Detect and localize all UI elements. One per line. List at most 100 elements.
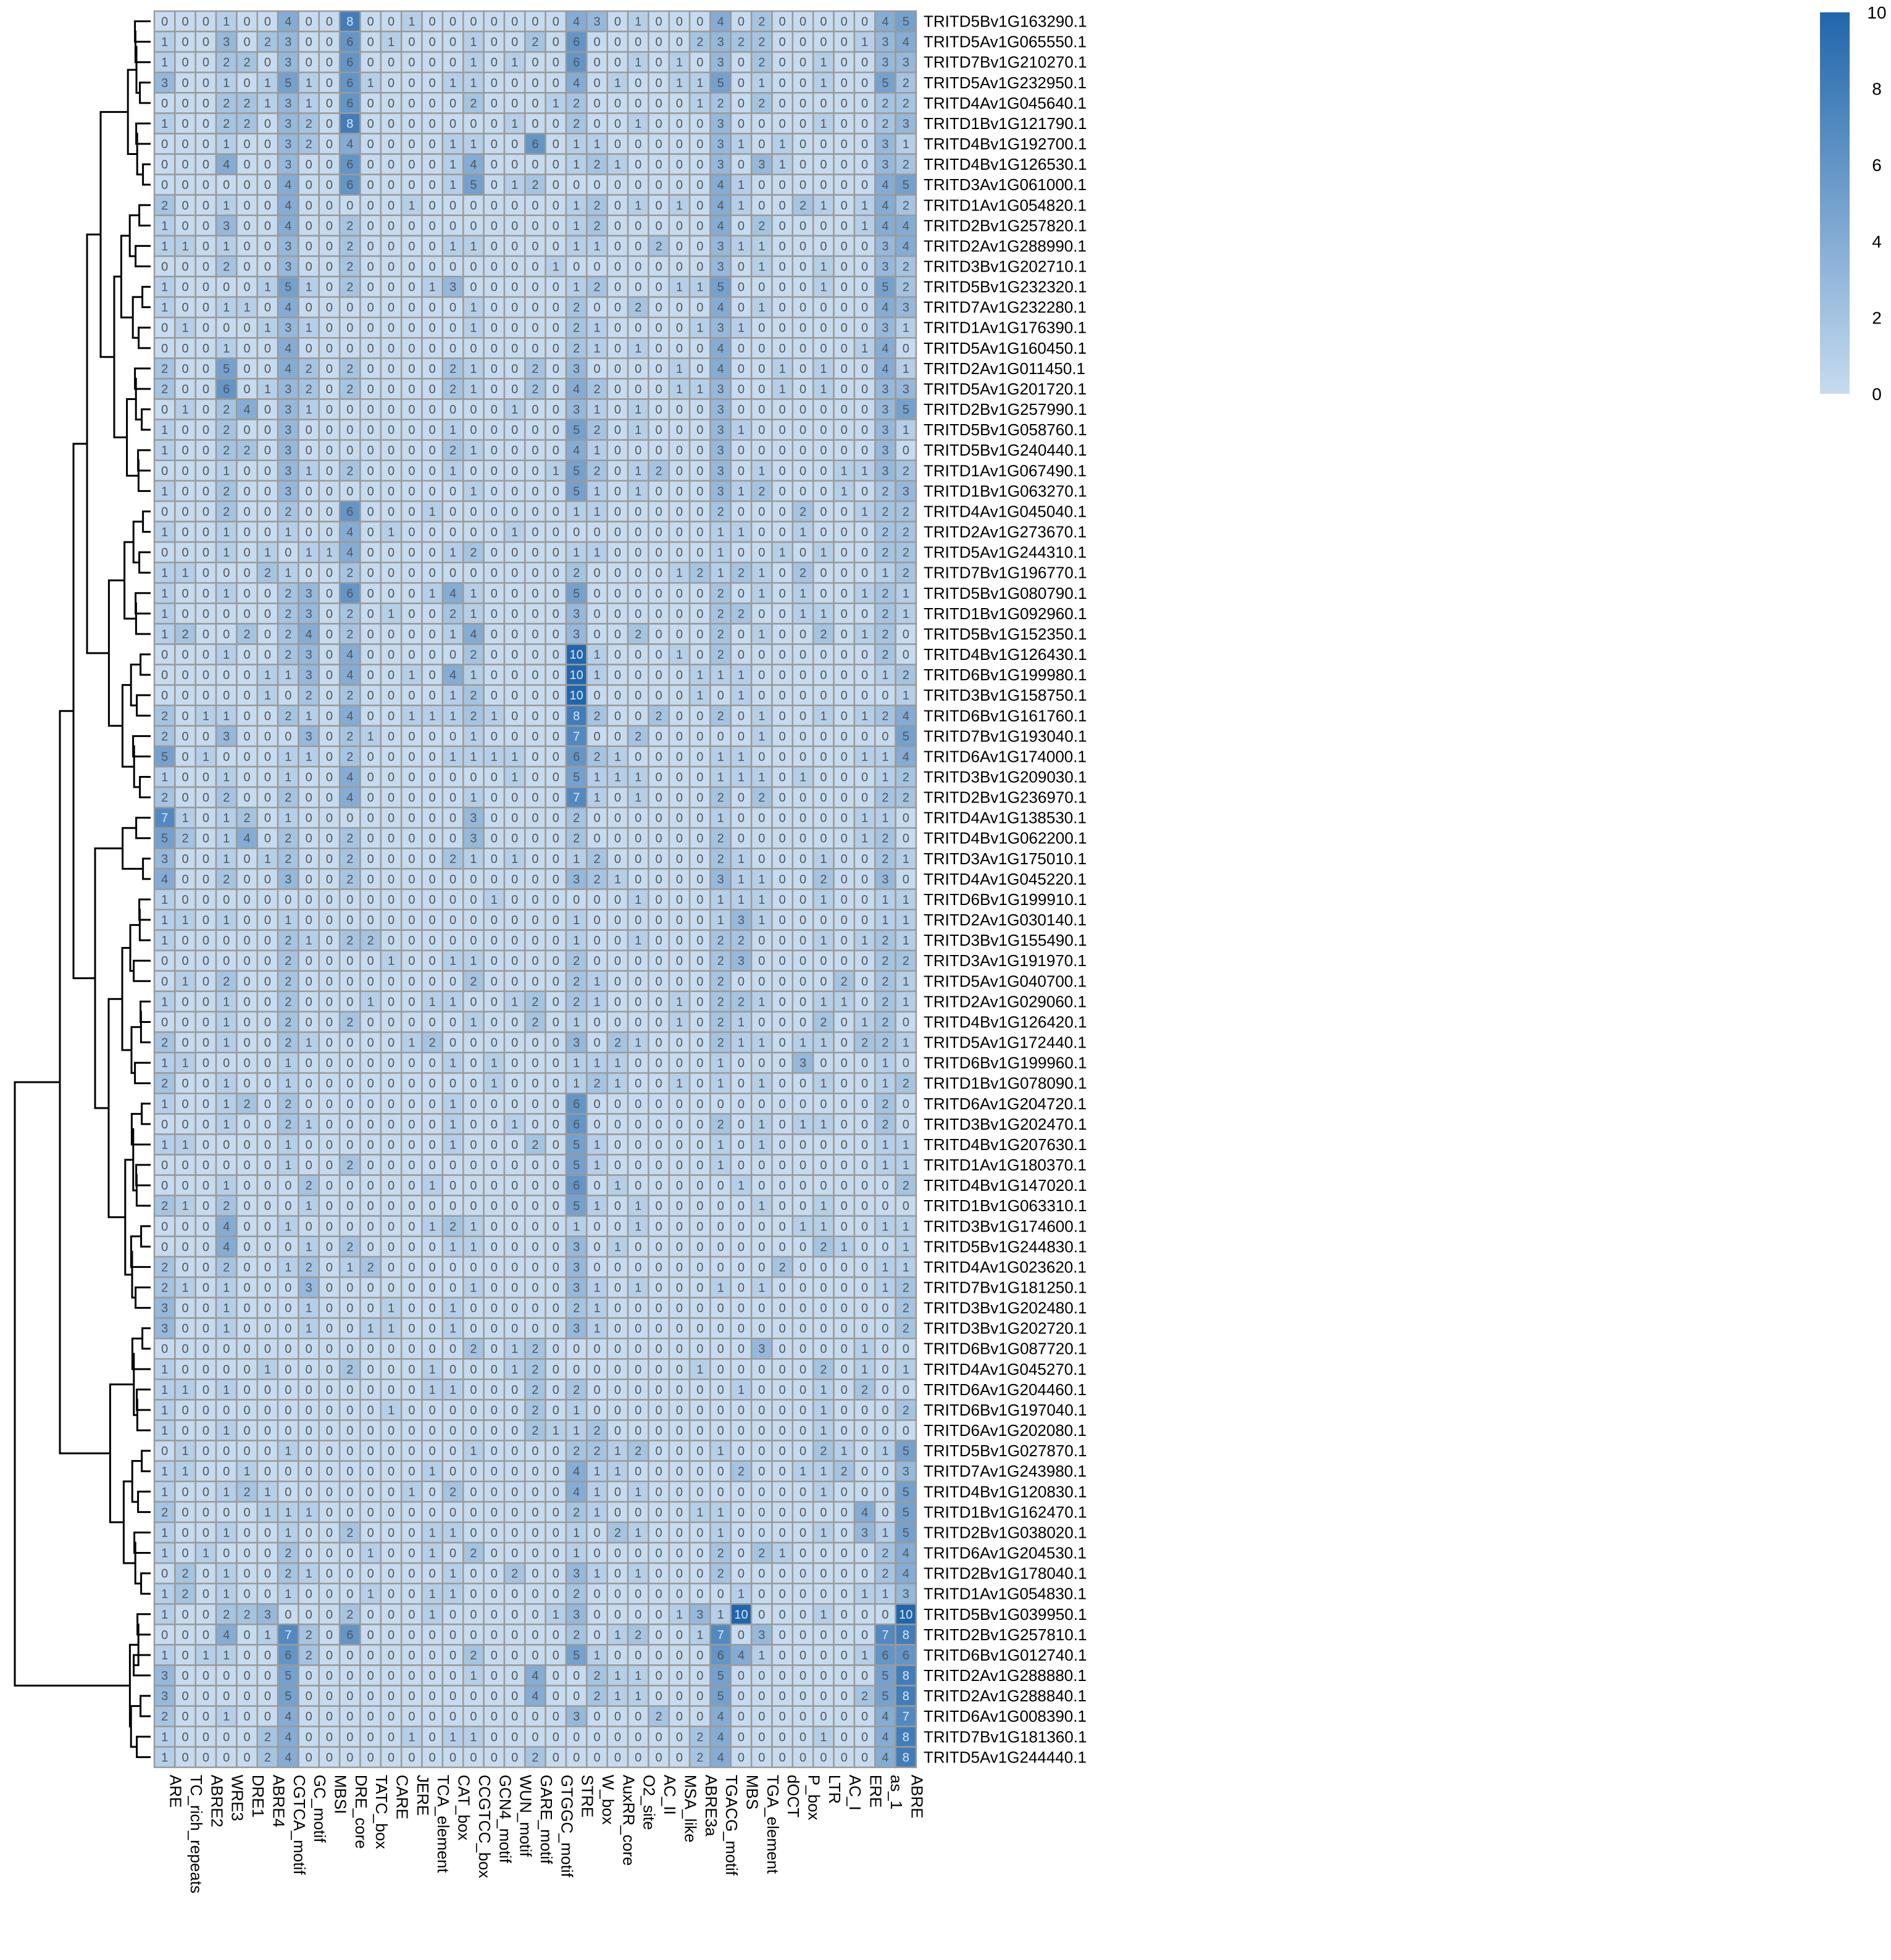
cell-value: 0 xyxy=(491,77,498,90)
cell-value: 0 xyxy=(635,873,641,886)
cell-value: 3 xyxy=(285,464,291,478)
cell-value: 2 xyxy=(470,546,477,560)
cell-value: 0 xyxy=(223,1363,230,1377)
cell-value: 0 xyxy=(676,261,683,274)
cell-value: 0 xyxy=(676,423,683,437)
cell-value: 0 xyxy=(532,97,538,111)
cell-value: 0 xyxy=(841,301,848,315)
cell-value: 1 xyxy=(882,893,888,907)
cell-value: 0 xyxy=(553,36,559,49)
cell-value: 0 xyxy=(491,567,498,580)
cell-value: 2 xyxy=(738,995,745,1009)
cell-value: 0 xyxy=(429,934,436,948)
cell-value: 0 xyxy=(676,1282,683,1295)
cell-value: 1 xyxy=(573,1220,580,1233)
cell-value: 2 xyxy=(903,669,909,682)
cell-value: 0 xyxy=(408,423,415,437)
cell-value: 0 xyxy=(491,1322,498,1336)
cell-value: 0 xyxy=(614,1118,621,1132)
cell-value: 2 xyxy=(656,709,662,723)
heatmap-cell xyxy=(833,30,856,53)
cell-value: 2 xyxy=(306,1261,312,1274)
cell-value: 1 xyxy=(161,914,168,927)
cell-value: 1 xyxy=(882,1159,888,1172)
cell-value: 0 xyxy=(717,1261,724,1274)
cell-value: 1 xyxy=(264,853,271,866)
cell-value: 0 xyxy=(264,1138,271,1152)
cell-value: 0 xyxy=(635,240,641,253)
cell-value: 0 xyxy=(511,505,518,519)
cell-value: 0 xyxy=(367,628,374,641)
cell-value: 1 xyxy=(573,1077,580,1091)
cell-value: 0 xyxy=(717,1199,724,1213)
cell-value: 1 xyxy=(306,750,312,764)
cell-value: 0 xyxy=(820,954,827,968)
cell-value: 0 xyxy=(799,975,806,988)
heatmap-cell xyxy=(421,30,444,53)
cell-value: 0 xyxy=(593,607,600,621)
cell-value: 3 xyxy=(161,77,168,90)
cell-value: 0 xyxy=(532,791,538,805)
cell-value: 0 xyxy=(676,1036,683,1050)
cell-value: 1 xyxy=(449,954,456,968)
cell-value: 0 xyxy=(388,219,394,233)
heatmap-cell xyxy=(380,133,403,155)
cell-value: 0 xyxy=(491,36,498,49)
cell-value: 0 xyxy=(449,261,456,274)
cell-value: 3 xyxy=(882,383,888,396)
cell-value: 0 xyxy=(470,403,477,417)
cell-value: 0 xyxy=(429,423,436,437)
cell-value: 0 xyxy=(841,261,848,274)
cell-value: 0 xyxy=(553,15,559,29)
cell-value: 1 xyxy=(470,301,477,315)
cell-value: 0 xyxy=(779,322,786,335)
cell-value: 0 xyxy=(408,546,415,560)
cell-value: 0 xyxy=(779,56,786,70)
cell-value: 1 xyxy=(861,709,868,723)
cell-value: 0 xyxy=(306,995,312,1009)
cell-value: 0 xyxy=(408,689,415,703)
cell-value: 1 xyxy=(223,709,230,723)
cell-value: 0 xyxy=(491,914,498,927)
cell-value: 1 xyxy=(202,750,209,764)
cell-value: 0 xyxy=(532,730,538,743)
cell-value: 0 xyxy=(676,1220,683,1233)
cell-value: 0 xyxy=(470,1302,477,1316)
cell-value: 0 xyxy=(388,730,394,743)
cell-value: 0 xyxy=(593,77,600,90)
cell-value: 0 xyxy=(449,791,456,805)
cell-value: 0 xyxy=(470,1199,477,1213)
heatmap-cell xyxy=(791,71,814,94)
cell-value: 0 xyxy=(511,812,518,825)
cell-value: 1 xyxy=(614,1057,621,1070)
cell-value: 0 xyxy=(696,648,703,662)
cell-value: 0 xyxy=(408,77,415,90)
cell-value: 0 xyxy=(202,261,209,274)
dendrogram-branch xyxy=(135,122,151,145)
cell-value: 1 xyxy=(367,730,374,743)
cell-value: 0 xyxy=(903,628,909,641)
cell-value: 0 xyxy=(244,750,251,764)
cell-value: 0 xyxy=(799,750,806,764)
cell-value: 0 xyxy=(820,914,827,927)
cell-value: 0 xyxy=(244,138,251,151)
cell-value: 2 xyxy=(717,607,724,621)
cell-value: 0 xyxy=(470,1261,477,1274)
cell-value: 0 xyxy=(388,689,394,703)
cell-value: 5 xyxy=(573,485,580,498)
cell-value: 1 xyxy=(861,1343,868,1356)
cell-value: 3 xyxy=(717,485,724,498)
cell-value: 0 xyxy=(532,607,538,621)
cell-value: 2 xyxy=(532,995,538,1009)
cell-value: 1 xyxy=(738,771,745,785)
cell-value: 4 xyxy=(223,1240,230,1254)
cell-value: 0 xyxy=(182,648,188,662)
dendrogram-branch xyxy=(135,602,151,635)
cell-value: 1 xyxy=(841,995,848,1009)
cell-value: 0 xyxy=(182,689,188,703)
cell-value: 0 xyxy=(182,383,188,396)
cell-value: 1 xyxy=(429,1220,436,1233)
cell-value: 2 xyxy=(882,954,888,968)
cell-value: 3 xyxy=(882,403,888,417)
cell-value: 0 xyxy=(758,1220,765,1233)
